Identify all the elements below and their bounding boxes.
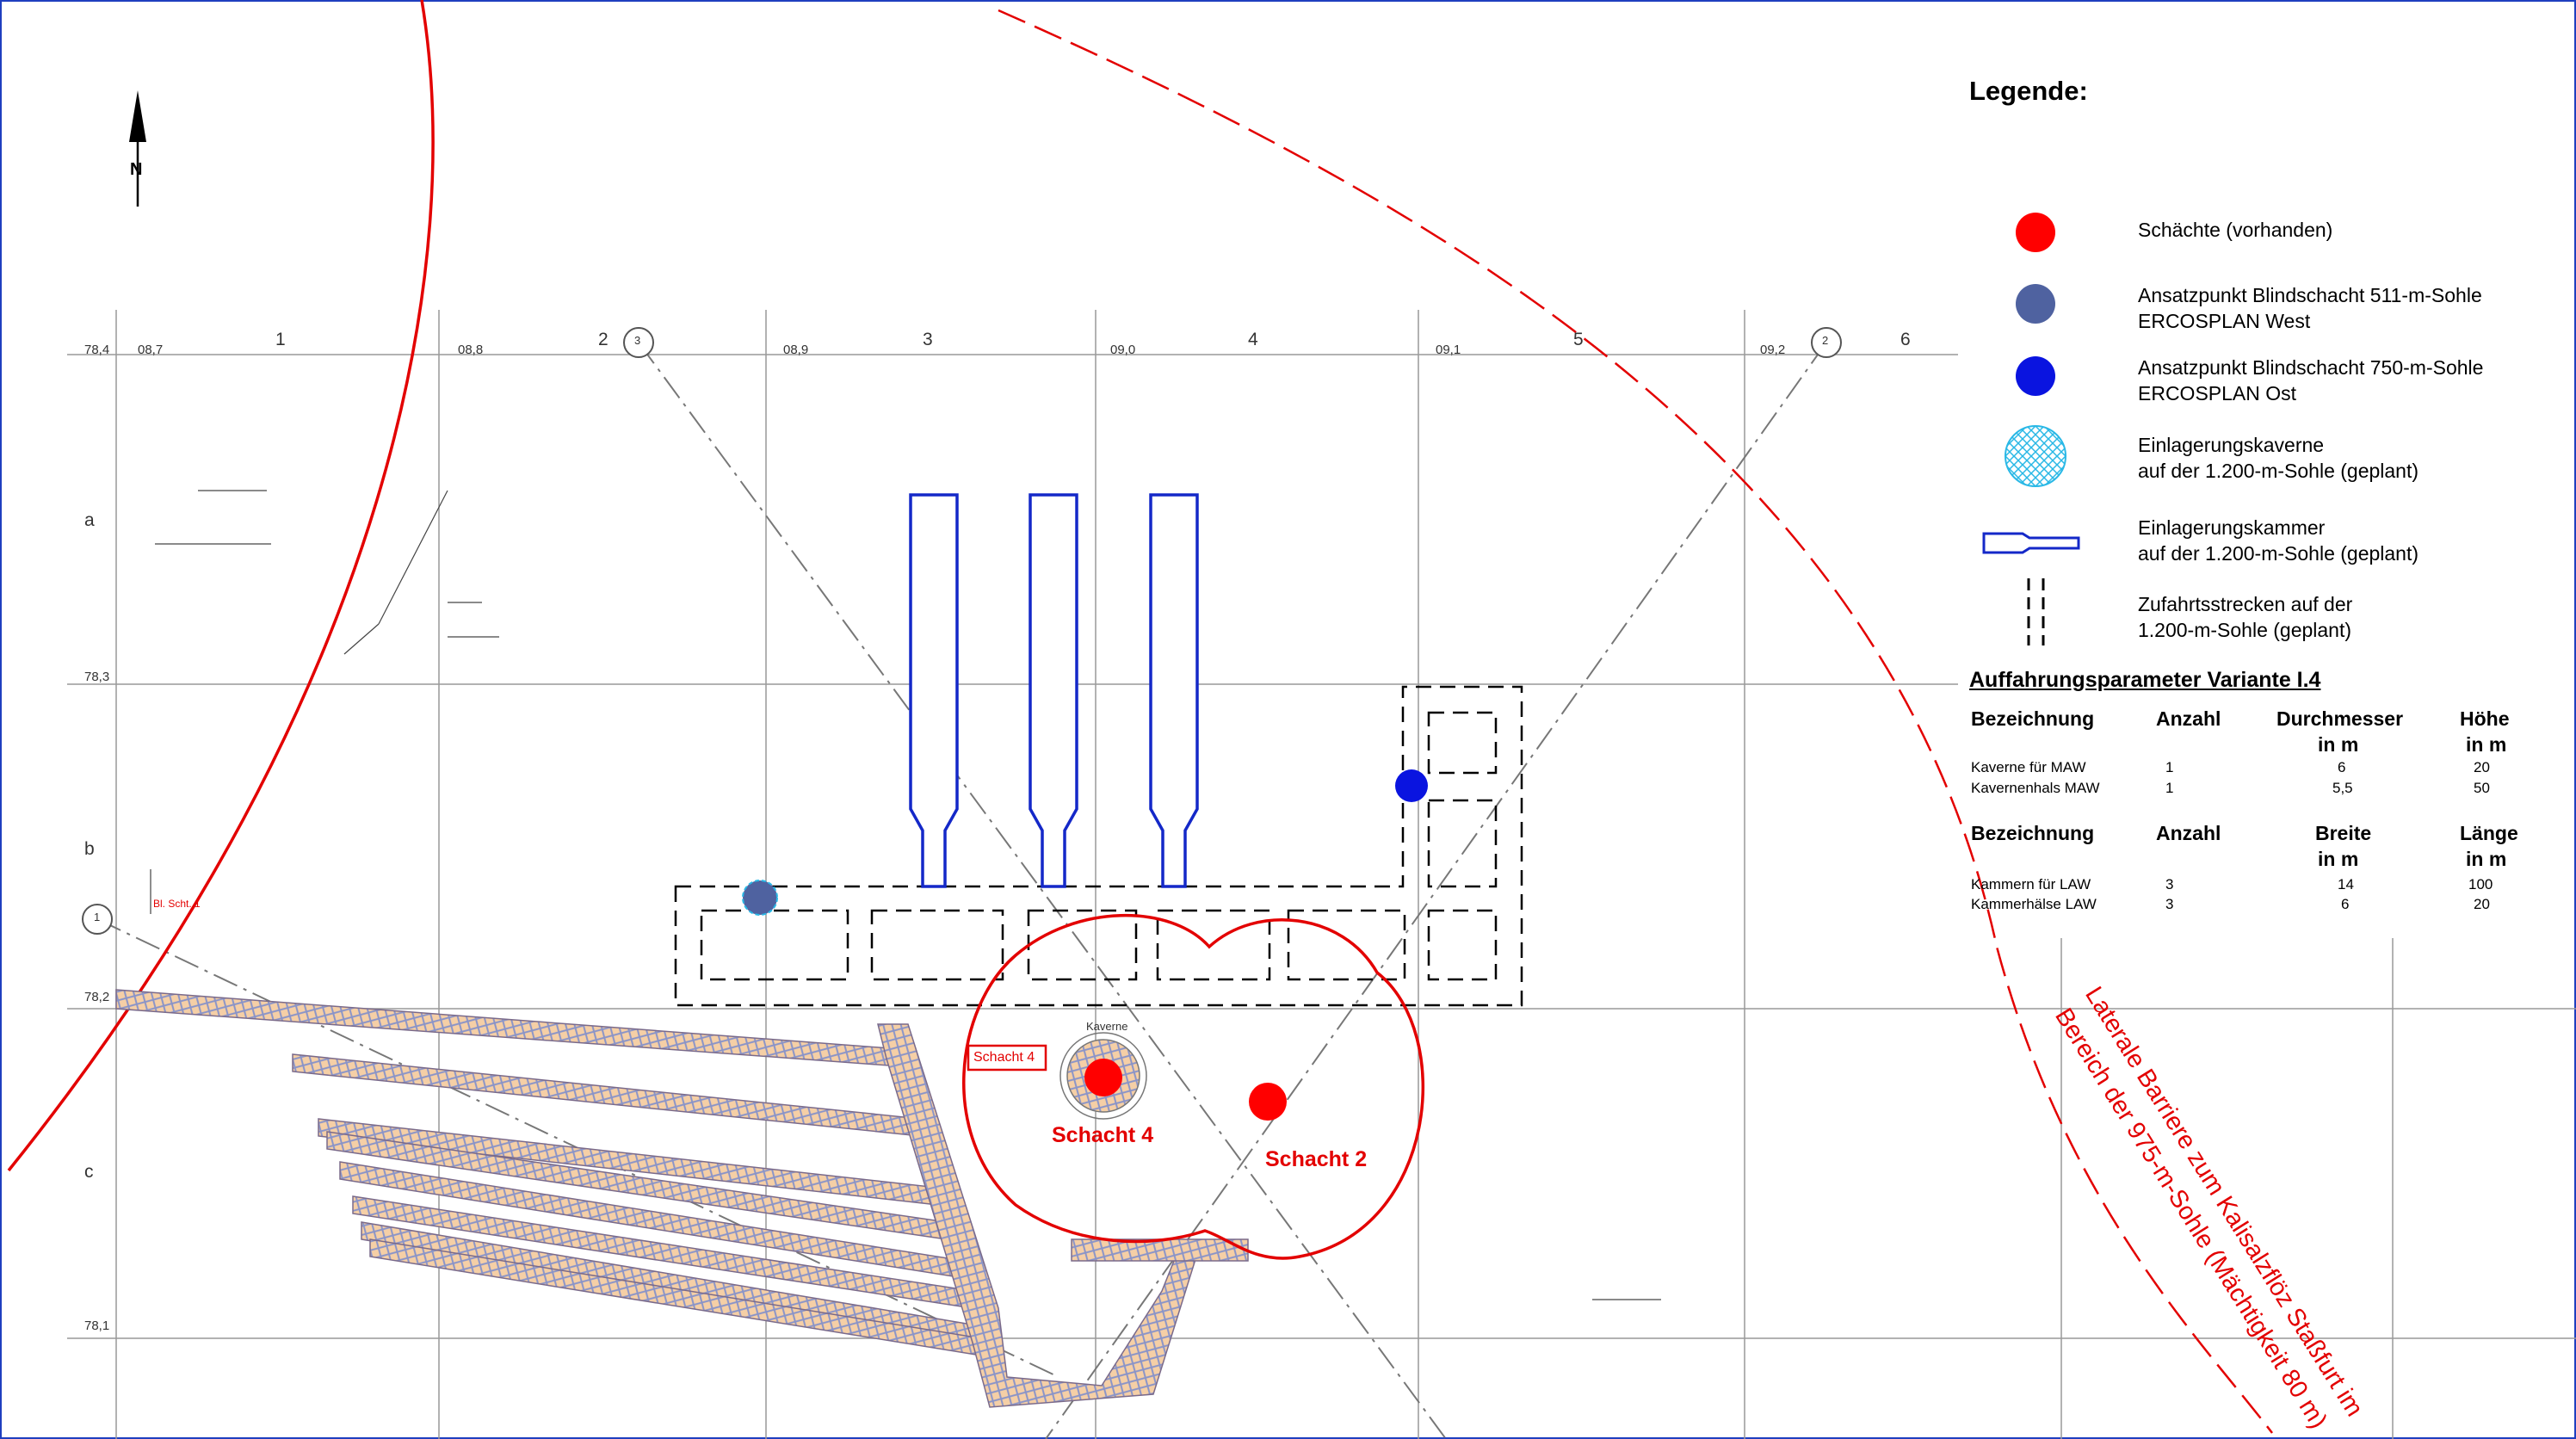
table2-header: Anzahl xyxy=(2156,822,2221,844)
table1-cell: Kaverne für MAW xyxy=(1971,759,2086,775)
table1-cell: 1 xyxy=(2165,780,2174,796)
table2-cell: 6 xyxy=(2341,896,2350,912)
grid-col-label: 3 xyxy=(923,330,933,349)
schacht-4-label: Schacht 4 xyxy=(1052,1123,1154,1147)
table2-cell: 14 xyxy=(2338,876,2354,892)
grid-circle-markers xyxy=(82,327,1842,935)
legend-item-line2: ERCOSPLAN Ost xyxy=(2138,382,2297,405)
table1-header-unit: in m xyxy=(2466,733,2507,756)
parameters-title: Auffahrungsparameter Variante I.4 xyxy=(1969,668,2321,692)
grid-col-label: 4 xyxy=(1248,330,1258,349)
legend-hatched-circle-icon xyxy=(2005,425,2066,487)
table1-cell: 6 xyxy=(2338,759,2346,775)
grid-row-label: a xyxy=(84,510,95,530)
legend-title: Legende: xyxy=(1969,76,2088,106)
legend-item-line1: Einlagerungskammer xyxy=(2138,516,2326,539)
table1-header: Bezeichnung xyxy=(1971,707,2095,730)
legend-item-line2: auf der 1.200-m-Sohle (geplant) xyxy=(2138,542,2419,565)
grid-col-label: 6 xyxy=(1900,330,1911,349)
legend-chamber-icon xyxy=(1982,532,2080,554)
table2-header-unit: in m xyxy=(2318,848,2359,870)
circle-marker-label: 1 xyxy=(94,911,101,923)
schacht-4-marker xyxy=(1084,1059,1122,1096)
legend-item-line2: 1.200-m-Sohle (geplant) xyxy=(2138,619,2352,641)
table2-header: Bezeichnung xyxy=(1971,822,2095,844)
legend-slate-dot-icon xyxy=(2016,284,2055,324)
legend-item: Zufahrtsstrecken auf der 1.200-m-Sohle (… xyxy=(2138,591,2352,643)
legend-item: Schächte (vorhanden) xyxy=(2138,217,2332,243)
grid-coord-label: 78,4 xyxy=(84,343,110,357)
schacht-2-label: Schacht 2 xyxy=(1265,1147,1368,1171)
table1-cell: 50 xyxy=(2474,780,2490,796)
grid-coord-label: 78,1 xyxy=(84,1319,110,1333)
blindschacht-west-marker xyxy=(742,880,778,916)
legend-item: Einlagerungskaverne auf der 1.200-m-Sohl… xyxy=(2138,432,2418,484)
table2-cell: 3 xyxy=(2165,876,2174,892)
lateral-barrier-line xyxy=(998,9,2273,1434)
table1-cell: 1 xyxy=(2165,759,2174,775)
table2-header: Länge xyxy=(2460,822,2518,844)
schacht4-box xyxy=(967,1044,1047,1072)
table1-header: Durchmesser xyxy=(2276,707,2404,730)
blindschacht-ost-marker xyxy=(1395,769,1428,802)
table2-cell: Kammerhälse LAW xyxy=(1971,896,2097,912)
table2-header: Breite xyxy=(2315,822,2372,844)
shaft-box-left: Bl. Scht. 1 xyxy=(153,898,201,910)
table1-cell: Kavernenhals MAW xyxy=(1971,780,2100,796)
grid-coord-label: 08,7 xyxy=(138,343,164,357)
table1-cell: 20 xyxy=(2474,759,2490,775)
table2-header-unit: in m xyxy=(2466,848,2507,870)
legend-item-line1: Ansatzpunkt Blindschacht 750-m-Sohle xyxy=(2138,356,2484,379)
table1-header: Höhe xyxy=(2460,707,2510,730)
circle-marker-label: 3 xyxy=(634,334,641,347)
grid-coord-label: 09,1 xyxy=(1436,343,1461,357)
grid-coord-label: 08,9 xyxy=(783,343,809,357)
grid-col-label: 5 xyxy=(1573,330,1584,349)
grid-coord-label: 78,3 xyxy=(84,670,110,684)
table2-cell: Kammern für LAW xyxy=(1971,876,2091,892)
shaft-safety-pillar xyxy=(962,913,1425,1260)
legend-item-line1: Zufahrtsstrecken auf der xyxy=(2138,593,2353,615)
legend-symbols xyxy=(1982,213,2080,645)
grid-coord-label: 09,0 xyxy=(1110,343,1136,357)
survey-annotations xyxy=(150,490,1661,1300)
grid-coord-label: 08,8 xyxy=(458,343,484,357)
table1-header: Anzahl xyxy=(2156,707,2221,730)
north-arrow-icon xyxy=(129,90,146,207)
legend-item-line1: Ansatzpunkt Blindschacht 511-m-Sohle xyxy=(2138,284,2482,306)
legend-item-line1: Einlagerungskaverne xyxy=(2138,434,2325,456)
table2-cell: 100 xyxy=(2468,876,2493,892)
red-boundary-arc xyxy=(7,0,435,1172)
grid-row-label: c xyxy=(84,1162,94,1182)
grid-coord-label: 09,2 xyxy=(1760,343,1786,357)
legend-item-line1: Schächte (vorhanden) xyxy=(2138,219,2333,241)
table2-cell: 3 xyxy=(2165,896,2174,912)
table1-cell: 5,5 xyxy=(2332,780,2353,796)
table2-cell: 20 xyxy=(2474,896,2490,912)
legend-item: Einlagerungskammer auf der 1.200-m-Sohle… xyxy=(2138,515,2418,566)
grid-col-label: 1 xyxy=(275,330,286,349)
schacht-2-marker xyxy=(1249,1083,1287,1121)
access-tunnels xyxy=(674,685,1523,1007)
grid-col-label: 2 xyxy=(598,330,608,349)
legend-blue-dot-icon xyxy=(2016,356,2055,396)
legend-item: Ansatzpunkt Blindschacht 750-m-Sohle ERC… xyxy=(2138,355,2483,406)
legend-item-line2: auf der 1.200-m-Sohle (geplant) xyxy=(2138,460,2419,482)
legend-item: Ansatzpunkt Blindschacht 511-m-Sohle ERC… xyxy=(2138,282,2482,334)
table1-header-unit: in m xyxy=(2318,733,2359,756)
schacht4-box-label: Schacht 4 xyxy=(973,1050,1035,1065)
legend-red-dot-icon xyxy=(2016,213,2055,252)
grid-row-label: b xyxy=(84,839,95,859)
grid-coord-label: 78,2 xyxy=(84,990,110,1004)
north-label: N xyxy=(130,160,143,179)
existing-workings xyxy=(115,989,1249,1408)
legend-item-line2: ERCOSPLAN West xyxy=(2138,310,2311,332)
circle-marker-label: 2 xyxy=(1822,334,1829,347)
storage-chambers xyxy=(909,493,1199,888)
kaverne-label: Kaverne xyxy=(1086,1020,1128,1033)
